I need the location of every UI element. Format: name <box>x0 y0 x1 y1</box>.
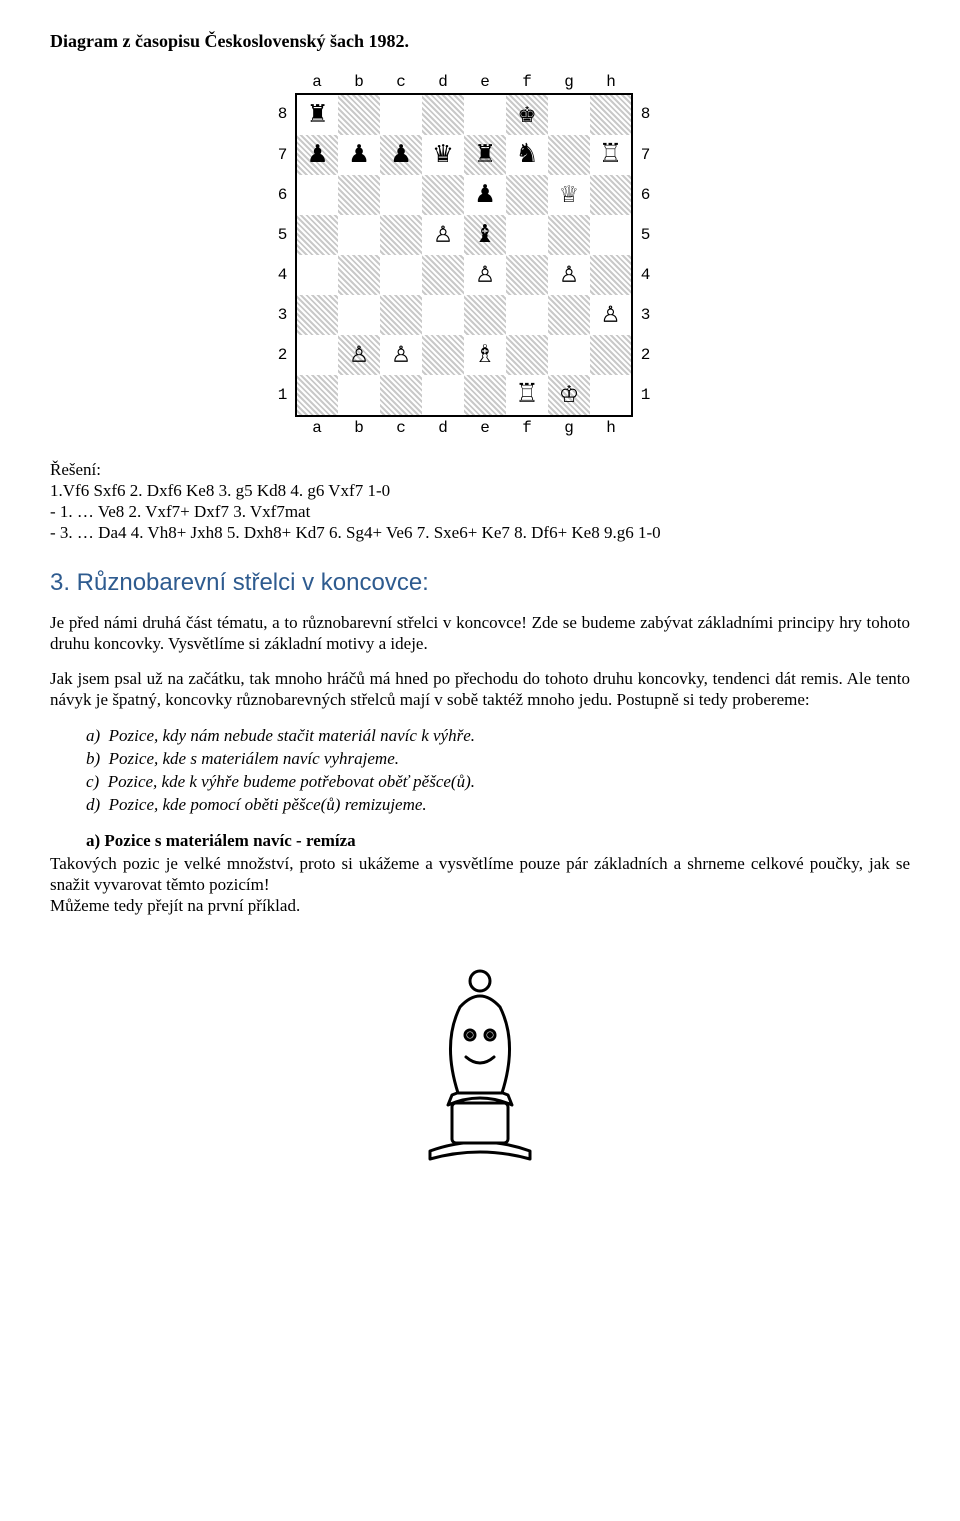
list-item-b: b) Pozice, kde s materiálem navíc vyhraj… <box>86 748 910 769</box>
square-h1 <box>590 375 632 416</box>
square-b3 <box>338 295 380 335</box>
subsection-heading: a) Pozice s materiálem navíc - remíza <box>86 830 910 851</box>
square-a1 <box>296 375 338 416</box>
square-d8 <box>422 94 464 135</box>
square-b8 <box>338 94 380 135</box>
square-f7: ♞ <box>506 135 548 175</box>
square-e2: ♗ <box>464 335 506 375</box>
list-item-a: a) Pozice, kdy nám nebude stačit materiá… <box>86 725 910 746</box>
square-g3 <box>548 295 590 335</box>
square-c8 <box>380 94 422 135</box>
square-a7: ♟ <box>296 135 338 175</box>
section-title: 3. Různobarevní střelci v koncovce: <box>50 568 910 598</box>
square-f6 <box>506 175 548 215</box>
square-g1: ♔ <box>548 375 590 416</box>
square-a3 <box>296 295 338 335</box>
chess-diagram: abcdefgh8♜♚87♟♟♟♛♜♞♖76♟♕65♙♝54♙♙43♙32♙♙♗… <box>270 71 910 439</box>
square-h3: ♙ <box>590 295 632 335</box>
section-list: a) Pozice, kdy nám nebude stačit materiá… <box>86 725 910 816</box>
square-b5 <box>338 215 380 255</box>
square-c5 <box>380 215 422 255</box>
square-f8: ♚ <box>506 94 548 135</box>
solution-moves: 1.Vf6 Sxf6 2. Dxf6 Ke8 3. g5 Kd8 4. g6 V… <box>50 481 661 543</box>
square-d4 <box>422 255 464 295</box>
square-c1 <box>380 375 422 416</box>
square-d5: ♙ <box>422 215 464 255</box>
square-f1: ♖ <box>506 375 548 416</box>
square-h2 <box>590 335 632 375</box>
square-e1 <box>464 375 506 416</box>
square-a5 <box>296 215 338 255</box>
square-e5: ♝ <box>464 215 506 255</box>
square-a8: ♜ <box>296 94 338 135</box>
square-b6 <box>338 175 380 215</box>
square-e4: ♙ <box>464 255 506 295</box>
section-para-1: Je před námi druhá část tématu, a to růz… <box>50 612 910 655</box>
square-d2 <box>422 335 464 375</box>
square-c2: ♙ <box>380 335 422 375</box>
square-d7: ♛ <box>422 135 464 175</box>
square-e6: ♟ <box>464 175 506 215</box>
square-g7 <box>548 135 590 175</box>
square-c7: ♟ <box>380 135 422 175</box>
square-e7: ♜ <box>464 135 506 175</box>
square-g5 <box>548 215 590 255</box>
square-f5 <box>506 215 548 255</box>
bishop-illustration <box>50 933 910 1168</box>
solution-block: Řešení: 1.Vf6 Sxf6 2. Dxf6 Ke8 3. g5 Kd8… <box>50 459 910 544</box>
square-b2: ♙ <box>338 335 380 375</box>
square-a6 <box>296 175 338 215</box>
square-g8 <box>548 94 590 135</box>
square-b1 <box>338 375 380 416</box>
square-e8 <box>464 94 506 135</box>
square-h6 <box>590 175 632 215</box>
square-d6 <box>422 175 464 215</box>
square-g2 <box>548 335 590 375</box>
square-a2 <box>296 335 338 375</box>
square-h4 <box>590 255 632 295</box>
square-c3 <box>380 295 422 335</box>
square-g6: ♕ <box>548 175 590 215</box>
square-c6 <box>380 175 422 215</box>
square-b7: ♟ <box>338 135 380 175</box>
square-e3 <box>464 295 506 335</box>
list-item-c: c) Pozice, kde k výhře budeme potřebovat… <box>86 771 910 792</box>
solution-label: Řešení: <box>50 460 101 479</box>
square-f4 <box>506 255 548 295</box>
square-h8 <box>590 94 632 135</box>
square-b4 <box>338 255 380 295</box>
square-g4: ♙ <box>548 255 590 295</box>
section-para-2: Jak jsem psal už na začátku, tak mnoho h… <box>50 668 910 711</box>
page-title: Diagram z časopisu Československý šach 1… <box>50 30 910 53</box>
subsection-text: Takových pozic je velké množství, proto … <box>50 853 910 917</box>
list-item-d: d) Pozice, kde pomocí oběti pěšce(ů) rem… <box>86 794 910 815</box>
square-f2 <box>506 335 548 375</box>
square-h5 <box>590 215 632 255</box>
square-a4 <box>296 255 338 295</box>
square-d1 <box>422 375 464 416</box>
square-c4 <box>380 255 422 295</box>
square-d3 <box>422 295 464 335</box>
square-h7: ♖ <box>590 135 632 175</box>
square-f3 <box>506 295 548 335</box>
